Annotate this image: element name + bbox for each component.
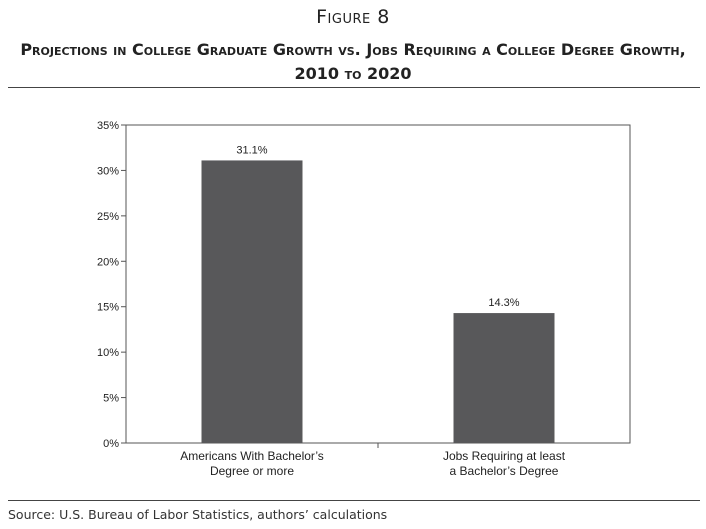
bar-chart: 0% 5% 10% 15% 20% 25% 30% 35% 31.1% Americans Wit… (97, 120, 631, 478)
x-category-label: Americans With Bachelor’s (180, 449, 324, 463)
chart-title-line-1: Projections in College Graduate Growth v… (20, 40, 686, 59)
y-tick-label: 20% (97, 256, 119, 268)
bar-value-label: 14.3% (488, 297, 519, 309)
y-tick-label: 10% (97, 347, 119, 359)
source-note: Source: U.S. Bureau of Labor Statistics,… (8, 507, 388, 522)
bar (201, 160, 303, 444)
plot-area: 0% 5% 10% 15% 20% 25% 30% 35% 31.1% Americans Wit… (97, 120, 631, 478)
y-tick-label: 5% (103, 393, 119, 405)
y-tick-label: 35% (97, 120, 119, 132)
top-divider (8, 87, 700, 88)
chart-title: Projections in College Graduate Growth v… (0, 38, 706, 86)
x-category-label: Degree or more (210, 464, 294, 478)
y-tick-label: 30% (97, 165, 119, 177)
y-tick-label: 0% (103, 438, 119, 450)
x-category-label: a Bachelor’s Degree (450, 464, 559, 478)
chart-title-line-2: 2010 to 2020 (294, 64, 412, 83)
y-tick-label: 15% (97, 302, 119, 314)
y-tick-label: 25% (97, 211, 119, 223)
bottom-divider (8, 500, 700, 501)
bar-value-label: 31.1% (236, 144, 267, 156)
figure-label: Figure 8 (316, 6, 390, 28)
x-category-label: Jobs Requiring at least (443, 449, 566, 463)
bar (453, 313, 555, 443)
